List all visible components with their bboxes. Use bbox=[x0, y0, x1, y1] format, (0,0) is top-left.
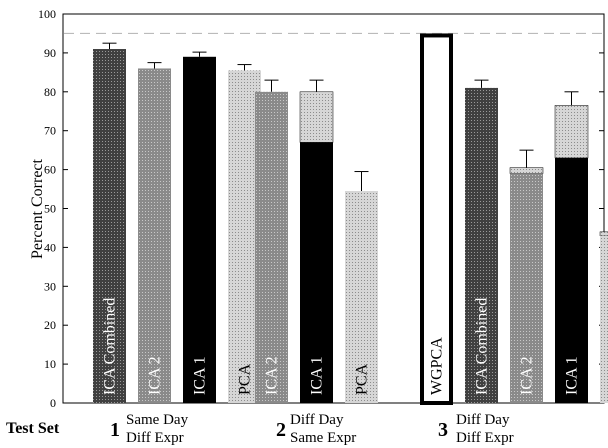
bar bbox=[420, 33, 453, 405]
bar-label: ICA 2 bbox=[264, 356, 281, 395]
condition-line-2: Diff Expr bbox=[126, 430, 184, 446]
bar-label: ICA Combined bbox=[102, 298, 119, 395]
plot-area: 0 10 20 30 40 50 60 70 80 90 100 ICA Combined ICA 2… bbox=[38, 7, 608, 410]
y-tick-label: 40 bbox=[44, 240, 56, 254]
y-tick-label: 90 bbox=[44, 46, 56, 60]
bar-cap bbox=[554, 105, 589, 159]
y-tick-label: 100 bbox=[38, 7, 56, 21]
y-axis-label: Percent Correct bbox=[29, 158, 46, 259]
bar bbox=[183, 56, 216, 403]
test-set-number: 3 bbox=[438, 419, 448, 441]
y-tick-label: 60 bbox=[44, 163, 56, 177]
bar bbox=[93, 49, 126, 403]
bar-label: ICA Combined bbox=[474, 298, 491, 395]
y-axis: 0 10 20 30 40 50 60 70 80 90 100 bbox=[38, 7, 604, 410]
bar-label: ICA 1 bbox=[192, 356, 209, 395]
bar-label: ICA 2 bbox=[147, 356, 164, 395]
bar bbox=[255, 91, 288, 404]
condition-line-2: Same Expr bbox=[290, 430, 356, 446]
condition-line-1: Same Day bbox=[126, 412, 189, 428]
y-tick-label: 80 bbox=[44, 85, 56, 99]
y-tick-label: 10 bbox=[44, 357, 56, 371]
bar-label: PCA bbox=[354, 363, 371, 395]
bar-cap bbox=[599, 231, 608, 236]
test-set-number: 2 bbox=[276, 419, 286, 441]
y-tick-label: 70 bbox=[44, 124, 56, 138]
y-tick-label: 50 bbox=[44, 202, 56, 216]
bar-cap bbox=[299, 91, 334, 143]
test-set-number: 1 bbox=[110, 419, 120, 441]
y-tick-label: 0 bbox=[50, 396, 56, 410]
bar-label: WGPCA bbox=[429, 337, 446, 395]
bar bbox=[345, 190, 378, 403]
x-axis-label: Test Set bbox=[6, 420, 60, 437]
y-tick-label: 30 bbox=[44, 279, 56, 293]
condition-line-1: Diff Day bbox=[290, 412, 344, 428]
bar bbox=[555, 157, 588, 403]
bars: ICA Combined ICA 2 ICA 1 PCA ICA 2 ICA 1 PCA WG… bbox=[93, 33, 608, 405]
bar-label: ICA 1 bbox=[564, 356, 581, 395]
condition-line-1: Diff Day bbox=[456, 412, 510, 428]
bar bbox=[138, 68, 171, 404]
bar-label: ICA 2 bbox=[519, 356, 536, 395]
condition-line-2: Diff Expr bbox=[456, 430, 514, 446]
bar-label: PCA bbox=[237, 363, 254, 395]
bar bbox=[510, 173, 543, 403]
bar bbox=[465, 87, 498, 403]
bar bbox=[600, 235, 608, 403]
bar-cap bbox=[509, 167, 544, 174]
y-tick-label: 20 bbox=[44, 318, 56, 332]
bar bbox=[300, 142, 333, 403]
bar-label: ICA 1 bbox=[309, 356, 326, 395]
